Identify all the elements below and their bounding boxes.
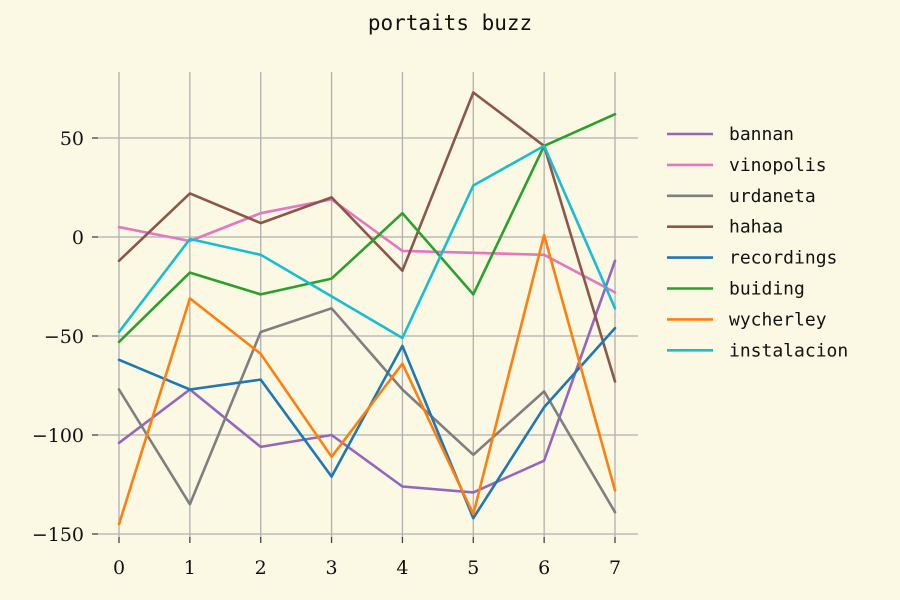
y-axis: 50 0 −50 −100 −150 [32, 128, 98, 546]
x-tick-label: 4 [396, 557, 408, 579]
legend-item-instalacion: instalacion [667, 340, 848, 361]
series-line-bannan [117, 259, 617, 494]
legend-label: buiding [729, 279, 805, 300]
series-line-vinopolis [117, 198, 617, 294]
legend-item-buiding: buiding [667, 279, 805, 300]
series-line-buiding [117, 112, 617, 344]
legend: bannan vinopolis urdaneta hahaa recordings bu… [667, 124, 848, 361]
legend-item-bannan: bannan [667, 124, 794, 145]
series-layer [117, 91, 617, 526]
y-tick-label: −100 [32, 425, 84, 447]
legend-label: instalacion [729, 340, 848, 361]
y-tick-label: 0 [72, 227, 84, 249]
series-line-instalacion [117, 144, 617, 340]
legend-label: urdaneta [729, 186, 816, 207]
legend-label: wycherley [729, 309, 827, 330]
x-tick-label: 0 [113, 557, 125, 579]
x-tick-label: 6 [538, 557, 550, 579]
series-line-recordings [117, 326, 617, 520]
legend-item-hahaa: hahaa [667, 217, 783, 238]
legend-item-recordings: recordings [667, 248, 837, 269]
series-line-urdaneta [117, 306, 617, 514]
legend-label: recordings [729, 248, 837, 269]
series-line-hahaa [117, 91, 617, 383]
legend-item-vinopolis: vinopolis [667, 155, 827, 176]
y-tick-label: 50 [60, 128, 84, 150]
legend-label: vinopolis [729, 155, 827, 176]
x-tick-label: 5 [467, 557, 479, 579]
chart-title: portaits buzz [368, 11, 532, 35]
legend-item-wycherley: wycherley [667, 309, 827, 330]
legend-item-urdaneta: urdaneta [667, 186, 816, 207]
x-tick-label: 2 [255, 557, 267, 579]
y-tick-label: −50 [44, 326, 84, 348]
x-axis: 0 1 2 3 4 5 6 7 [113, 537, 621, 579]
grid [98, 72, 638, 537]
legend-label: bannan [729, 124, 794, 145]
x-tick-label: 7 [609, 557, 621, 579]
y-tick-label: −150 [32, 524, 84, 546]
series-line-wycherley [117, 233, 617, 526]
x-tick-label: 3 [326, 557, 338, 579]
legend-label: hahaa [729, 217, 783, 238]
x-tick-label: 1 [184, 557, 196, 579]
